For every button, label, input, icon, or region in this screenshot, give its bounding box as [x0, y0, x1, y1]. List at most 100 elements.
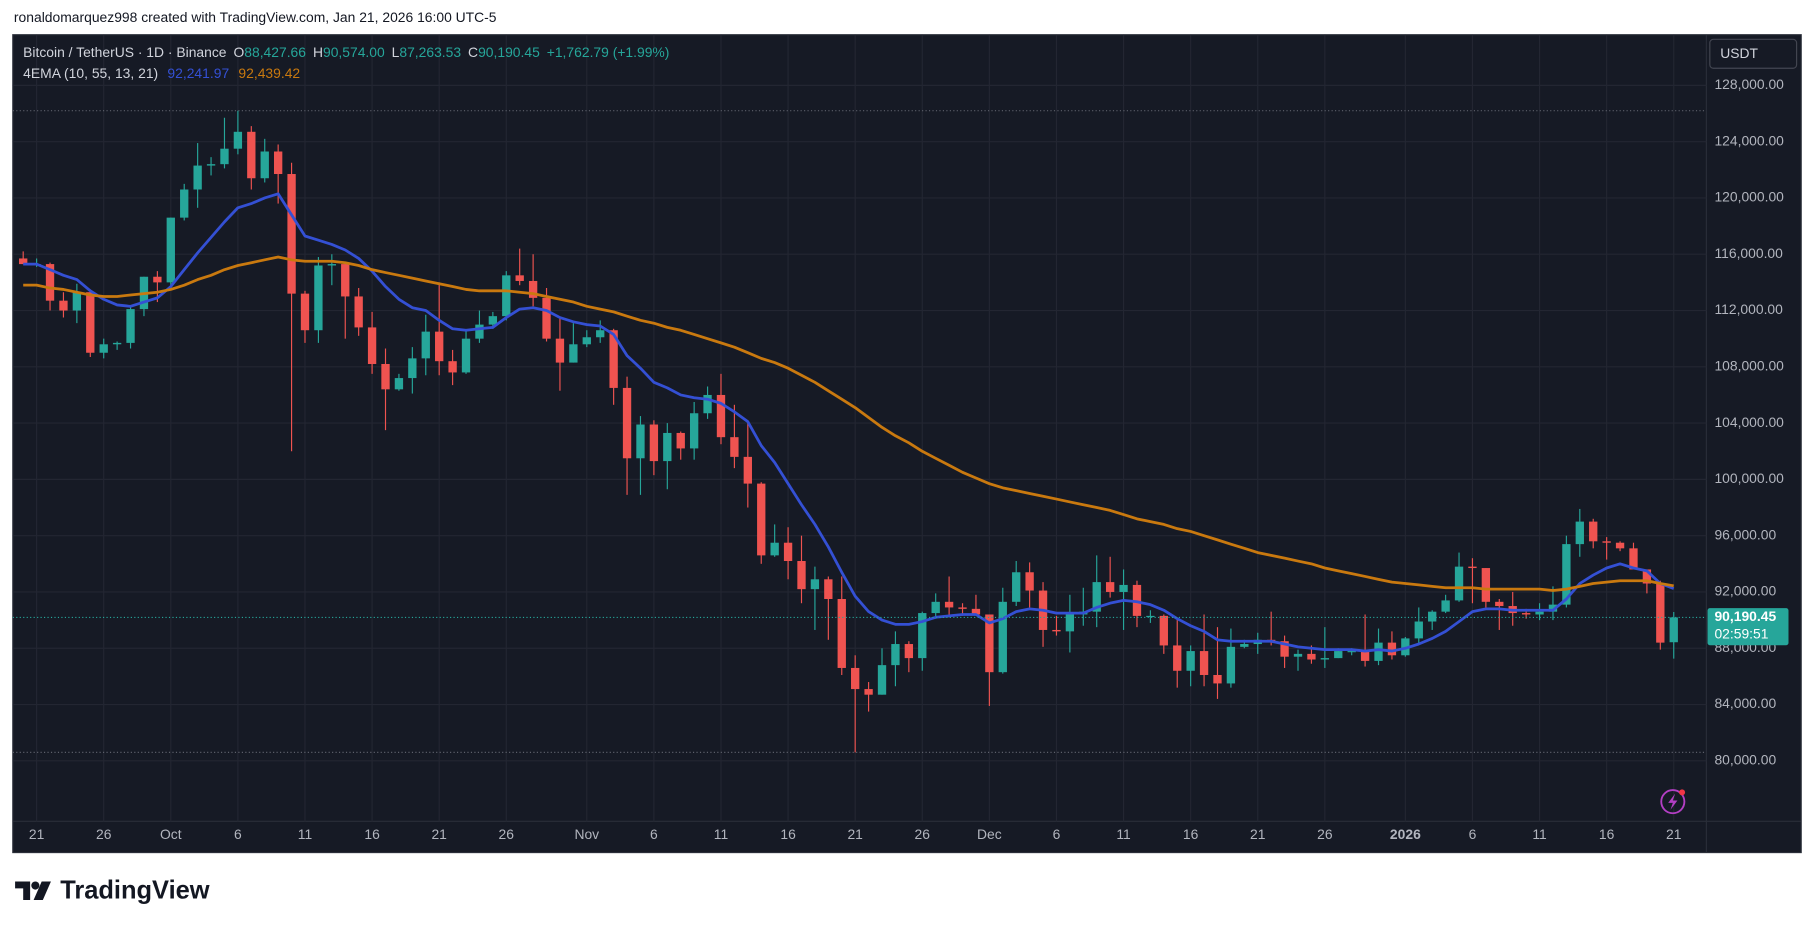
candle-body	[1629, 548, 1638, 570]
y-tick-label: 92,000.00	[1714, 583, 1776, 599]
candle-body	[716, 394, 726, 438]
alert-bolt[interactable]	[1668, 793, 1678, 810]
candle-body	[488, 316, 498, 325]
ohlc-value: 87,263.53	[399, 44, 461, 60]
candle-body	[770, 542, 779, 556]
candle-body	[475, 324, 484, 339]
candle-body	[1575, 521, 1584, 545]
change: +1,762.79 (+1.99%)	[547, 44, 670, 60]
candle-body	[314, 265, 323, 331]
candle-body	[1159, 615, 1168, 646]
last-price-box	[1707, 608, 1789, 646]
candle-body	[757, 483, 766, 556]
candle-body	[327, 264, 336, 266]
brand-logo: TradingView	[15, 877, 210, 905]
candle-body	[783, 542, 793, 562]
grid	[12, 34, 1707, 822]
candle-body	[1213, 674, 1222, 684]
candle-body	[1387, 642, 1397, 656]
candle-body	[1495, 601, 1504, 607]
y-tick-label: 120,000.00	[1714, 189, 1784, 205]
legend-row: 4EMA (10, 55, 13, 21) 92,241.97 92,439.42	[23, 65, 300, 81]
y-tick-label: 112,000.00	[1714, 301, 1783, 317]
candle-body	[1374, 642, 1383, 661]
x-tick-label: 6	[650, 826, 658, 842]
candle-body	[1240, 644, 1249, 647]
ohlc-key: O	[233, 44, 244, 60]
chart-panel	[12, 34, 1802, 854]
candle-body	[502, 275, 511, 317]
x-tick-label: 21	[431, 826, 447, 842]
candle-body	[931, 601, 940, 614]
candle-body	[86, 292, 95, 353]
candle-body	[904, 644, 914, 659]
candle-body	[1146, 615, 1155, 618]
candle-body	[59, 300, 68, 311]
alert-dot[interactable]	[1679, 789, 1686, 796]
candle-body	[1307, 653, 1316, 660]
attribution: ronaldomarquez998 created with TradingVi…	[14, 9, 497, 25]
ohlc-value: 88,427.66	[244, 44, 306, 60]
indicator-value: 92,439.42	[238, 65, 300, 81]
candle-body	[220, 148, 229, 165]
candle-body	[421, 331, 430, 359]
logo-part	[15, 881, 31, 901]
plot	[12, 110, 1707, 753]
x-tick-label: 11	[298, 826, 313, 842]
legend: Bitcoin / TetherUS · 1D · Binance O88,427…	[23, 44, 669, 81]
symbol: Bitcoin / TetherUS · 1D · Binance	[23, 44, 227, 60]
candle-body	[1105, 582, 1115, 592]
candle-body	[206, 164, 216, 166]
ohlc-value: 90,574.00	[323, 44, 385, 60]
candle-body	[877, 665, 887, 695]
legend-row: Bitcoin / TetherUS · 1D · Binance O88,427…	[23, 44, 669, 60]
candle-body	[300, 293, 310, 331]
candle-body	[958, 607, 967, 609]
candle-body	[998, 601, 1007, 673]
candle-body	[1025, 572, 1034, 591]
candle-body	[569, 344, 578, 363]
candle-body	[435, 331, 444, 362]
candle-body	[1481, 568, 1491, 602]
candle-body	[1454, 566, 1464, 601]
candle-body	[1199, 651, 1209, 675]
candle-body	[1173, 645, 1182, 671]
x-tick-label: 16	[780, 826, 796, 842]
candle-body	[1441, 600, 1450, 612]
candle-body	[1052, 629, 1061, 632]
candle-body	[689, 413, 699, 449]
candle-body	[1360, 651, 1370, 661]
axes: 128,000.00 124,000.00 120,000.00 116,000.00…	[29, 76, 1789, 842]
candle-body	[851, 667, 860, 690]
indicator: 4EMA (10, 55, 13, 21)	[23, 65, 158, 81]
candle-body	[72, 292, 82, 311]
candle-body	[636, 424, 645, 459]
candle-body	[676, 432, 685, 449]
alert-icon[interactable]	[1660, 789, 1686, 815]
candle-body	[609, 330, 618, 388]
x-tick-label: 21	[847, 826, 863, 842]
candle-body	[287, 174, 296, 294]
x-tick-label: 11	[1116, 826, 1131, 842]
candle-body	[1012, 572, 1021, 602]
currency[interactable]: USDT	[1720, 45, 1758, 61]
candle-body	[381, 363, 390, 390]
logo-part	[31, 881, 40, 890]
x-tick-label: 21	[1666, 826, 1682, 842]
candle-body	[985, 614, 994, 673]
indicator-value: 92,241.97	[167, 65, 229, 81]
alert-ring[interactable]	[1660, 789, 1686, 815]
candle-body	[797, 561, 806, 590]
x-tick-label: 2026	[1390, 826, 1421, 842]
candle-body	[703, 394, 712, 414]
candle-body	[367, 327, 377, 364]
brand: TradingView	[60, 877, 210, 905]
y-tick-label: 96,000.00	[1714, 526, 1776, 542]
x-tick-label: 16	[364, 826, 380, 842]
candle-body	[394, 378, 404, 390]
candle-body	[341, 264, 350, 297]
currency-box[interactable]	[1709, 38, 1798, 69]
candle-body	[260, 151, 269, 179]
